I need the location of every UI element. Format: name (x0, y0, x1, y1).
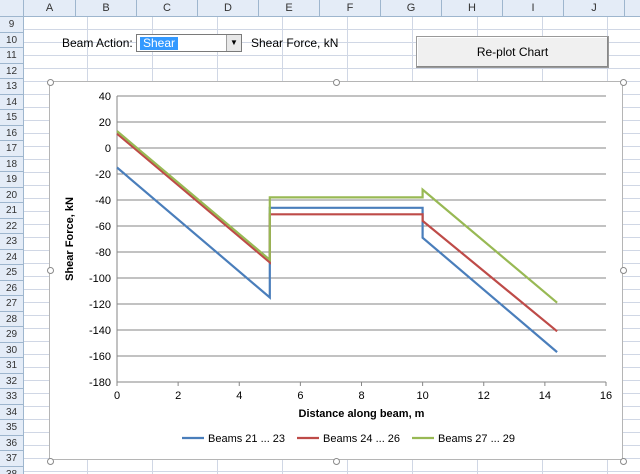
y-tick-label: 20 (99, 117, 111, 129)
legend-label-1: Beams 21 ... 23 (208, 433, 285, 445)
resize-handle[interactable] (620, 458, 627, 465)
row-header-36[interactable]: 36 (0, 435, 24, 451)
column-header-F[interactable]: F (320, 0, 381, 17)
column-header-A[interactable]: A (24, 0, 76, 17)
y-tick-label: -40 (95, 195, 111, 207)
row-header-24[interactable]: 24 (0, 249, 24, 265)
row-header-26[interactable]: 26 (0, 280, 24, 296)
x-tick-label: 14 (539, 390, 551, 402)
resize-handle[interactable] (620, 79, 627, 86)
x-tick-label: 0 (114, 390, 120, 402)
row-header-29[interactable]: 29 (0, 327, 24, 343)
beam-action-dropdown[interactable]: Shear ▼ (136, 34, 242, 52)
series-line-2[interactable] (116, 132, 558, 333)
resize-handle[interactable] (333, 79, 340, 86)
series-line-3[interactable] (116, 130, 558, 304)
x-tick-label: 16 (600, 390, 612, 402)
chevron-down-icon[interactable]: ▼ (226, 35, 241, 51)
replot-chart-button[interactable]: Re-plot Chart (416, 36, 609, 68)
row-header-18[interactable]: 18 (0, 156, 24, 172)
y-tick-label: 40 (99, 91, 111, 103)
resize-handle[interactable] (620, 267, 627, 274)
row-header-14[interactable]: 14 (0, 94, 24, 110)
row-header-11[interactable]: 11 (0, 48, 24, 64)
x-axis-title: Distance along beam, m (299, 408, 425, 420)
row-header-22[interactable]: 22 (0, 218, 24, 234)
y-tick-label: 0 (105, 143, 111, 155)
legend-label-3: Beams 27 ... 29 (438, 433, 515, 445)
y-tick-label: -180 (89, 377, 111, 389)
chart-area[interactable]: 40 20 0 -20 -40 -60 -80 -100 -120 -140 -160 -180 0 2 4… (49, 81, 623, 460)
column-header-D[interactable]: D (198, 0, 259, 17)
resize-handle[interactable] (47, 79, 54, 86)
row-header-16[interactable]: 16 (0, 125, 24, 141)
x-tick-label: 12 (478, 390, 490, 402)
column-header-C[interactable]: C (137, 0, 198, 17)
column-header-G[interactable]: G (381, 0, 442, 17)
row-header-19[interactable]: 19 (0, 172, 24, 188)
row-header-32[interactable]: 32 (0, 373, 24, 389)
row-header-34[interactable]: 34 (0, 404, 24, 420)
x-tick-label: 8 (358, 390, 364, 402)
x-tick-label: 10 (417, 390, 429, 402)
column-header-B[interactable]: B (76, 0, 137, 17)
select-all-corner[interactable] (0, 0, 24, 17)
beam-action-label: Beam Action: (62, 36, 133, 50)
y-tick-label: -120 (89, 299, 111, 311)
row-header-13[interactable]: 13 (0, 79, 24, 95)
y-tick-label: -140 (89, 325, 111, 337)
column-header-I[interactable]: I (503, 0, 564, 17)
row-header-27[interactable]: 27 (0, 296, 24, 312)
series-line-1[interactable] (116, 166, 558, 353)
result-type-label: Shear Force, kN (251, 36, 339, 50)
legend-label-2: Beams 24 ... 26 (323, 433, 400, 445)
resize-handle[interactable] (47, 267, 54, 274)
row-header-37[interactable]: 37 (0, 451, 24, 467)
row-header-17[interactable]: 17 (0, 141, 24, 157)
column-header-J[interactable]: J (564, 0, 625, 17)
y-tick-label: -160 (89, 351, 111, 363)
column-header-E[interactable]: E (259, 0, 320, 17)
row-header-10[interactable]: 10 (0, 32, 24, 48)
y-tick-label: -60 (95, 221, 111, 233)
row-header-33[interactable]: 33 (0, 389, 24, 405)
x-tick-label: 6 (297, 390, 303, 402)
y-tick-label: -100 (89, 273, 111, 285)
row-header-35[interactable]: 35 (0, 420, 24, 436)
beam-action-selected: Shear (140, 37, 179, 50)
y-tick-label: -80 (95, 247, 111, 259)
row-header-31[interactable]: 31 (0, 358, 24, 374)
column-header-K[interactable]: K (625, 0, 640, 17)
row-header-21[interactable]: 21 (0, 203, 24, 219)
row-header-12[interactable]: 12 (0, 63, 24, 79)
column-header-H[interactable]: H (442, 0, 503, 17)
y-tick-label: -20 (95, 169, 111, 181)
row-header-30[interactable]: 30 (0, 342, 24, 358)
x-tick-label: 2 (175, 390, 181, 402)
row-header-15[interactable]: 15 (0, 110, 24, 126)
row-header-9[interactable]: 9 (0, 17, 24, 33)
row-header-23[interactable]: 23 (0, 234, 24, 250)
row-header-20[interactable]: 20 (0, 187, 24, 203)
resize-handle[interactable] (47, 458, 54, 465)
row-header-25[interactable]: 25 (0, 265, 24, 281)
row-header-28[interactable]: 28 (0, 311, 24, 327)
y-axis-title: Shear Force, kN (64, 197, 76, 281)
row-header-38[interactable]: 38 (0, 466, 24, 474)
resize-handle[interactable] (333, 458, 340, 465)
x-tick-label: 4 (236, 390, 242, 402)
